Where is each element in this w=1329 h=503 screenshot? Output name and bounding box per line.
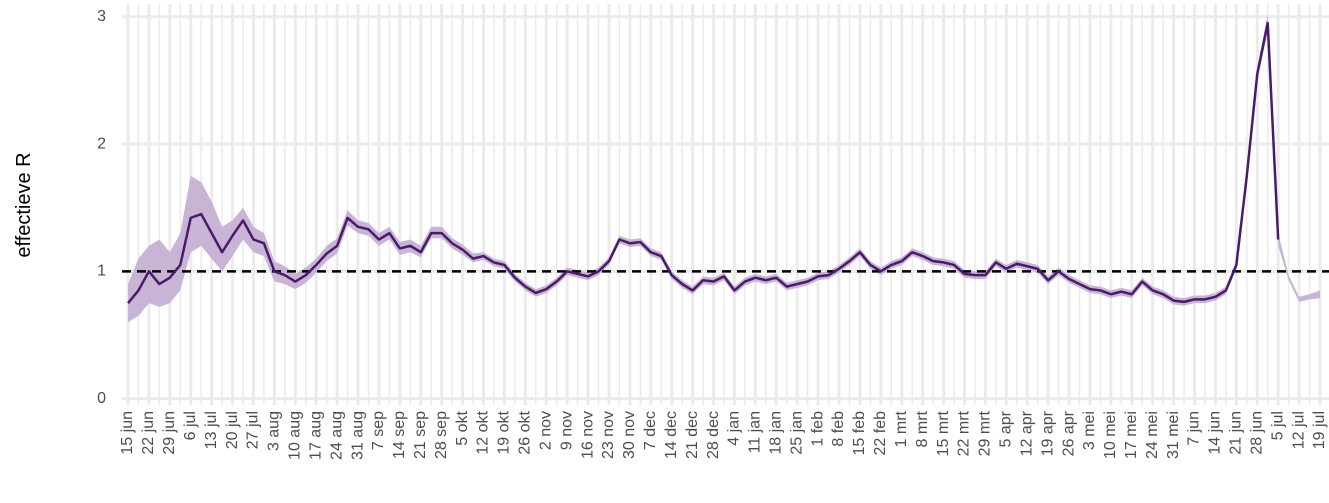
x-tick-label: 15 mrt (935, 410, 952, 456)
x-tick-label: 14 dec (663, 411, 680, 459)
x-tick-label: 9 nov (558, 411, 575, 450)
x-tick-label: 28 jun (1248, 411, 1265, 455)
x-tick-label: 31 aug (349, 411, 366, 460)
x-tick-label: 10 aug (287, 411, 304, 460)
x-tick-label: 21 sep (412, 411, 429, 459)
x-tick-label: 29 mrt (977, 410, 994, 456)
x-tick-label: 21 jun (1228, 411, 1245, 455)
x-tick-label: 12 okt (475, 410, 492, 454)
r-line (127, 21, 1280, 304)
x-tick-label: 30 nov (621, 411, 638, 459)
x-tick-label: 10 mei (1102, 411, 1119, 459)
y-tick-label: 1 (97, 263, 106, 280)
x-tick-label: 23 nov (600, 411, 617, 459)
x-tick-label: 24 mei (1144, 411, 1161, 459)
x-tick-label: 7 dec (642, 411, 659, 450)
x-tick-label: 17 aug (307, 411, 324, 460)
x-tick-label: 7 sep (370, 411, 387, 450)
x-tick-label: 1 mrt (893, 410, 910, 447)
x-tick-label: 19 okt (496, 410, 513, 454)
x-tick-label: 8 mrt (914, 410, 931, 447)
x-tick-label: 26 okt (517, 410, 534, 454)
x-tick-label: 27 jul (245, 411, 262, 449)
x-tick-label: 16 nov (579, 411, 596, 459)
x-tick-label: 8 feb (830, 411, 847, 447)
x-tick-label: 15 feb (851, 411, 868, 456)
x-tick-label: 29 jun (161, 411, 178, 455)
x-tick-label: 21 dec (684, 411, 701, 459)
x-tick-label: 15 jun (119, 411, 136, 455)
x-tick-label: 5 apr (998, 410, 1015, 447)
x-tick-label: 4 jan (726, 411, 743, 446)
x-tick-label: 14 jun (1207, 411, 1224, 455)
x-tick-label: 26 apr (1060, 410, 1077, 456)
x-tick-label: 22 jun (140, 411, 157, 455)
y-axis-label: effectieve R (13, 152, 35, 257)
x-tick-label: 20 jul (224, 411, 241, 449)
x-tick-label: 19 jul (1311, 411, 1328, 449)
x-tick-label: 3 aug (266, 411, 283, 451)
y-tick-label: 0 (97, 390, 106, 407)
x-tick-label: 17 mei (1123, 411, 1140, 459)
x-tick-label: 1 feb (809, 411, 826, 447)
x-tick-label: 11 jan (747, 411, 764, 453)
x-tick-label: 5 okt (454, 410, 471, 445)
x-tick-label: 6 jul (182, 411, 199, 440)
x-tick-label: 25 jan (788, 411, 805, 455)
x-tick-label: 28 dec (705, 411, 722, 459)
x-tick-label: 28 sep (433, 411, 450, 459)
x-tick-label: 12 jul (1290, 411, 1307, 449)
x-tick-label: 31 mei (1165, 411, 1182, 459)
x-tick-label: 12 apr (1018, 410, 1035, 456)
x-tick-label: 2 nov (537, 411, 554, 450)
y-tick-label: 2 (97, 135, 106, 152)
x-tick-label: 14 sep (391, 411, 408, 459)
x-tick-label: 22 mrt (956, 410, 973, 456)
x-tick-label: 13 jul (203, 411, 220, 449)
x-tick-label: 19 apr (1039, 410, 1056, 456)
x-tick-label: 7 jun (1186, 411, 1203, 446)
x-tick-label: 18 jan (767, 411, 784, 455)
x-tick-label: 3 mei (1081, 411, 1098, 450)
x-tick-label: 5 jul (1269, 411, 1286, 440)
x-tick-label: 22 feb (872, 411, 889, 456)
y-tick-label: 3 (97, 8, 106, 25)
x-tick-label: 24 aug (328, 411, 345, 460)
